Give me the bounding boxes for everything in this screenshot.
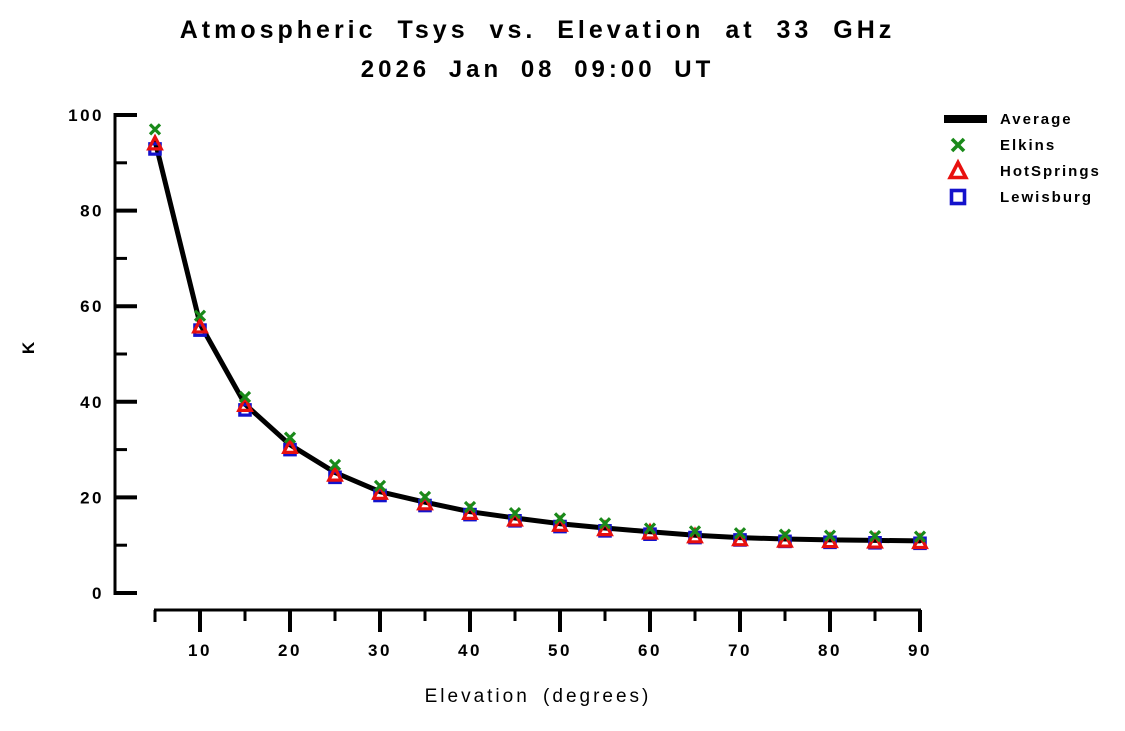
series-elkins-marker [868, 529, 882, 543]
series-hotsprings-marker [551, 514, 569, 532]
series-average-line [152, 138, 923, 544]
legend-label-elkins: Elkins [1000, 137, 1056, 154]
series-elkins-marker [148, 123, 162, 136]
y-tick-label: 80 [80, 202, 104, 221]
chart-subtitle: 2026 Jan 08 09:00 UT [360, 56, 715, 83]
x-tick-label: 10 [188, 641, 212, 660]
chart-title: Atmospheric Tsys vs. Elevation at 33 GHz [179, 16, 896, 44]
series-elkins-marker [823, 529, 837, 542]
series-hotsprings-marker [281, 436, 299, 455]
series-elkins-marker [373, 479, 387, 493]
x-tick-label: 60 [638, 641, 662, 660]
series-hotsprings-marker [596, 519, 614, 537]
y-tick-label: 0 [92, 584, 104, 603]
series-elkins-marker [418, 490, 432, 504]
x-tick-label: 50 [548, 641, 572, 660]
y-tick-label: 100 [68, 106, 104, 125]
series-elkins-marker [553, 512, 567, 525]
x-tick-label: 70 [728, 641, 752, 660]
legend-hotsprings-marker [947, 158, 969, 180]
series-elkins-marker [193, 309, 207, 322]
series-hotsprings-marker [371, 482, 389, 500]
legend-label-lewisburg: Lewisburg [1000, 189, 1093, 206]
series-hotsprings-marker [731, 529, 749, 547]
series-hotsprings-marker [776, 530, 794, 548]
series-hotsprings-marker [191, 316, 209, 334]
series-hotsprings-marker [506, 509, 524, 527]
series-elkins-marker [778, 528, 792, 541]
series-hotsprings-marker [146, 133, 164, 151]
series-hotsprings-marker [236, 394, 254, 412]
legend-elkins-marker [950, 137, 966, 153]
legend-label-hotsprings: HotSprings [1000, 163, 1101, 180]
x-tick-label: 40 [458, 641, 482, 660]
y-tick-label: 60 [80, 297, 104, 316]
series-elkins-marker [463, 500, 477, 514]
x-tick-label: 90 [908, 641, 932, 660]
series-elkins-marker [328, 458, 342, 472]
x-tick-label: 30 [368, 641, 392, 660]
series-elkins-marker [688, 525, 702, 538]
series-elkins-marker [508, 507, 522, 520]
series-elkins-marker [283, 431, 297, 444]
series-elkins-marker [238, 390, 252, 404]
series-elkins-marker [733, 527, 747, 540]
series-elkins-marker [643, 522, 657, 535]
legend-label-average: Average [1000, 111, 1073, 128]
y-tick-label: 20 [80, 488, 104, 507]
series-elkins-marker [913, 530, 927, 543]
x-tick-label: 80 [818, 641, 842, 660]
series-hotsprings-marker [461, 502, 479, 520]
series-elkins-marker [598, 517, 612, 530]
series-hotsprings-marker [326, 464, 344, 482]
series-hotsprings-marker [416, 493, 434, 511]
x-tick-label: 20 [278, 641, 302, 660]
y-tick-label: 40 [80, 393, 104, 412]
legend-lewisburg-marker [949, 188, 967, 206]
x-axis-label: Elevation (degrees) [424, 686, 652, 707]
